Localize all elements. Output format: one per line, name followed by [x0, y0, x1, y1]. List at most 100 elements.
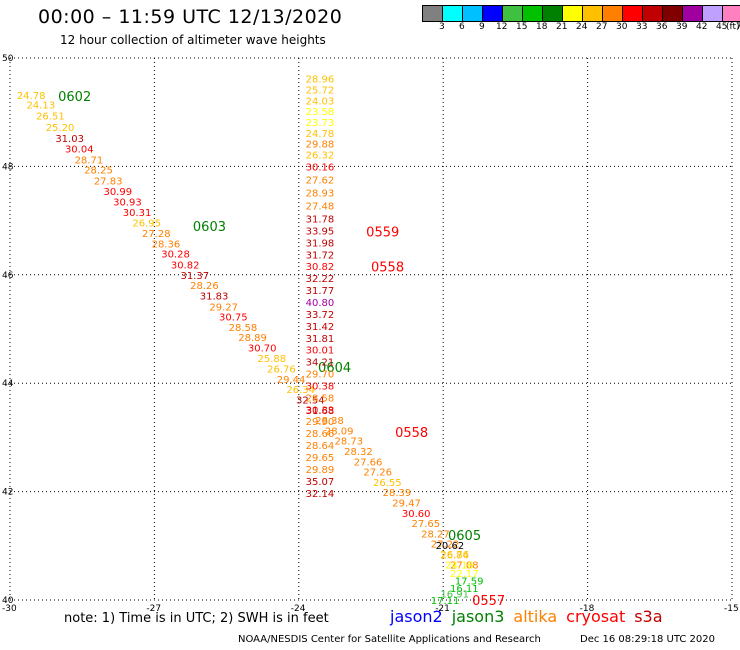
swh-value: 29.70 [306, 370, 335, 381]
swh-value: 28.73 [334, 437, 363, 448]
scale-swatch [723, 6, 740, 21]
swh-value: 27.28 [142, 229, 171, 240]
scale-swatch [423, 6, 443, 21]
scale-swatch [563, 6, 583, 21]
scale-unit: (ft) [726, 22, 740, 32]
x-tick-label: -30 [2, 604, 17, 614]
swh-value: 27.26 [363, 468, 392, 479]
scale-label: 18 [536, 22, 548, 32]
swh-value: 30.31 [123, 208, 152, 219]
pass-time-label: 0557 [472, 594, 505, 609]
swh-value: 31.03 [55, 134, 84, 145]
swh-value: 25.88 [257, 354, 286, 365]
swh-value: 28.64 [306, 441, 335, 452]
y-tick-label: 46 [2, 271, 14, 281]
scale-swatch [523, 6, 543, 21]
swh-value: 28.36 [152, 239, 181, 250]
swh-value: 31.81 [306, 334, 335, 345]
swh-value: 31.77 [306, 286, 335, 297]
scale-label: 9 [479, 22, 485, 32]
swh-value: 30.01 [306, 346, 335, 357]
swh-value: 35.07 [306, 477, 335, 488]
legend-cryosat: cryosat [566, 607, 626, 626]
swh-value: 17.59 [455, 577, 484, 588]
swh-value: 30.99 [103, 187, 132, 198]
swh-value: 28.09 [325, 426, 354, 437]
swh-value: 23.58 [306, 107, 335, 118]
legend-jason2: jason2 [390, 607, 443, 626]
swh-value: 31.98 [306, 238, 335, 249]
swh-value: 27.48 [306, 202, 335, 213]
swh-value: 30.33 [306, 405, 335, 416]
legend-s3a: s3a [634, 607, 663, 626]
scale-swatch [643, 6, 663, 21]
swh-value: 31.42 [306, 322, 335, 333]
scale-swatch [703, 6, 723, 21]
swh-value: 28.39 [383, 488, 412, 499]
swh-value: 28.27 [421, 529, 450, 540]
swh-value: 32.14 [306, 489, 335, 500]
swh-value: 27.66 [354, 457, 383, 468]
swh-value: 31.68 [306, 406, 335, 417]
scale-swatch [603, 6, 623, 21]
scale-label: 24 [576, 22, 588, 32]
scale-swatch [683, 6, 703, 21]
pass-time-label: 0603 [193, 220, 226, 235]
swh-value: 31.72 [306, 250, 335, 261]
swh-value: 30.38 [306, 381, 335, 392]
scale-label: 27 [596, 22, 608, 32]
satellite-legend: jason2 jason3 altika cryosat s3a [390, 607, 672, 626]
swh-value: 26.55 [373, 478, 402, 489]
swh-value: 24.78 [306, 129, 335, 140]
color-scale-labels: 36912151821242730333639424570(ft) [422, 22, 740, 34]
swh-value: 26.51 [36, 112, 65, 123]
x-tick-label: -24 [291, 604, 306, 614]
scale-label: 45 [716, 22, 728, 32]
swh-value: 24.13 [26, 101, 55, 112]
scale-label: 21 [556, 22, 568, 32]
swh-value: 31.37 [180, 271, 209, 282]
swh-value: 28.26 [190, 281, 219, 292]
pass-time-label: 0602 [58, 90, 91, 105]
scale-swatch [623, 6, 643, 21]
x-tick-label: -27 [146, 604, 161, 614]
pass-time-label: 0604 [318, 361, 351, 376]
y-tick-label: 40 [2, 596, 14, 606]
scale-swatch [543, 6, 563, 21]
scale-label: 33 [636, 22, 648, 32]
swh-value: 30.82 [306, 262, 335, 273]
pass-time-label: 0558 [371, 261, 404, 276]
swh-value: 30.16 [306, 162, 335, 173]
swh-value: 26.95 [132, 218, 161, 229]
swh-value: 30.28 [161, 250, 190, 261]
y-tick-label: 48 [2, 162, 14, 172]
swh-value: 29.44 [277, 375, 306, 386]
swh-value: 23.73 [306, 118, 335, 129]
scale-label: 6 [459, 22, 465, 32]
swh-value: 30.60 [402, 509, 431, 520]
swh-value: 30.70 [248, 344, 277, 355]
swh-value: 32.22 [306, 274, 335, 285]
swh-value: 30.82 [171, 261, 200, 272]
swh-value: 26.84 [440, 551, 469, 562]
scale-swatch [663, 6, 683, 21]
scale-label: 42 [696, 22, 708, 32]
chart-title: 00:00 – 11:59 UTC 12/13/2020 [38, 6, 343, 28]
swh-value: 28.32 [344, 447, 373, 458]
swh-value: 29.47 [392, 499, 421, 510]
swh-value: 29.65 [306, 453, 335, 464]
swh-value: 29.90 [306, 417, 335, 428]
pass-time-label: 0558 [395, 426, 428, 441]
scale-label: 39 [676, 22, 688, 32]
swh-value: 24.78 [17, 91, 46, 102]
legend-jason3: jason3 [451, 607, 505, 626]
scale-swatch [463, 6, 483, 21]
swh-value: 31.83 [200, 291, 229, 302]
swh-value: 16.91 [440, 590, 469, 601]
swh-value: 28.93 [306, 189, 335, 200]
swh-value: 30.93 [113, 198, 142, 209]
swh-value: 29.88 [306, 140, 335, 151]
swh-value: 25.20 [46, 123, 75, 134]
swh-value: 24.03 [306, 96, 335, 107]
